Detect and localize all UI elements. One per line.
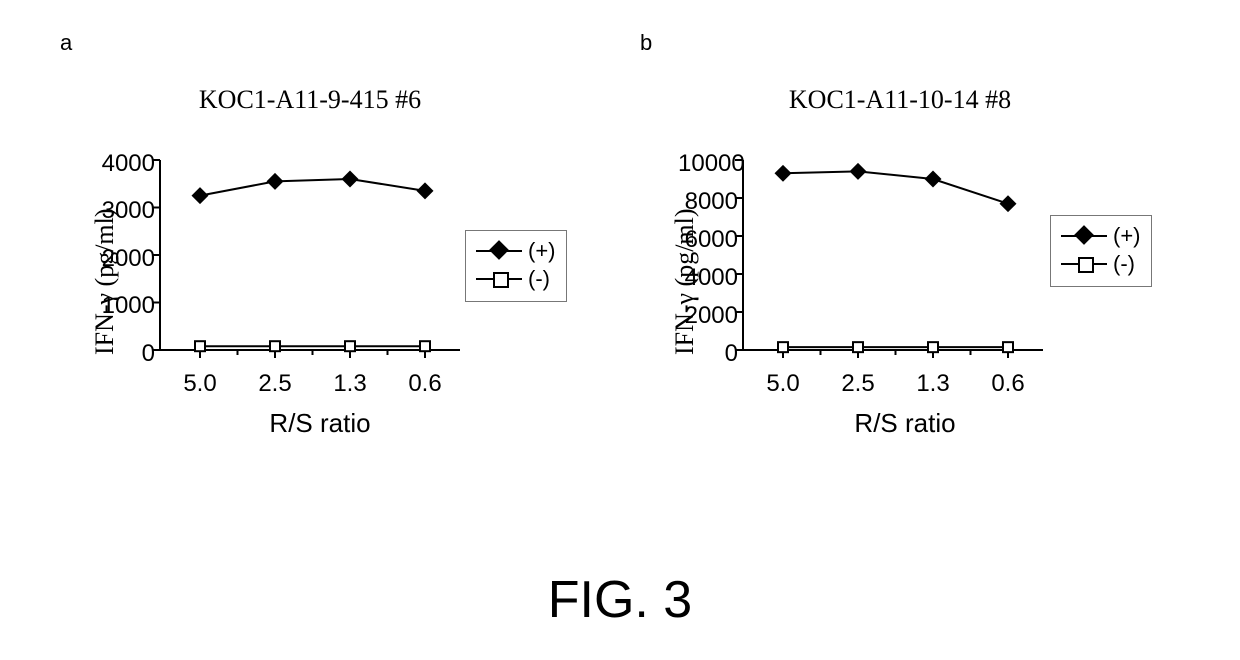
square-open-icon xyxy=(476,269,522,289)
xtick-b-2: 1.3 xyxy=(908,370,958,398)
legend-label-minus-b: (-) xyxy=(1113,251,1135,277)
ytick-a-3: 3000 xyxy=(95,197,155,225)
ytick-b-2: 4000 xyxy=(678,264,738,292)
xtick-a-2: 1.3 xyxy=(325,370,375,398)
ytick-a-1: 1000 xyxy=(95,292,155,320)
xtick-a-1: 2.5 xyxy=(250,370,300,398)
ytick-b-0: 0 xyxy=(678,340,738,368)
legend-label-minus: (-) xyxy=(528,266,550,292)
legend-b: (+) (-) xyxy=(1050,215,1152,287)
legend-a: (+) (-) xyxy=(465,230,567,302)
xtick-b-1: 2.5 xyxy=(833,370,883,398)
legend-label-plus-b: (+) xyxy=(1113,223,1141,249)
ytick-b-1: 2000 xyxy=(678,302,738,330)
diamond-filled-icon xyxy=(1061,226,1107,246)
ytick-b-3: 6000 xyxy=(678,226,738,254)
ytick-a-4: 4000 xyxy=(95,150,155,178)
legend-item-plus-b: (+) xyxy=(1061,222,1141,250)
legend-item-minus: (-) xyxy=(476,265,556,293)
ytick-b-5: 10000 xyxy=(678,150,738,178)
ytick-a-2: 2000 xyxy=(95,245,155,273)
figure-label: FIG. 3 xyxy=(0,570,1240,630)
diamond-filled-icon xyxy=(476,241,522,261)
y-axis-label-a: IFN-γ (pg/ml) xyxy=(90,208,120,355)
square-open-icon xyxy=(1061,254,1107,274)
legend-label-plus: (+) xyxy=(528,238,556,264)
x-axis-label-a: R/S ratio xyxy=(210,408,430,439)
xtick-a-3: 0.6 xyxy=(400,370,450,398)
ytick-b-4: 8000 xyxy=(678,188,738,216)
x-axis-label-b: R/S ratio xyxy=(795,408,1015,439)
xtick-b-0: 5.0 xyxy=(758,370,808,398)
xtick-b-3: 0.6 xyxy=(983,370,1033,398)
legend-item-minus-b: (-) xyxy=(1061,250,1141,278)
legend-item-plus: (+) xyxy=(476,237,556,265)
xtick-a-0: 5.0 xyxy=(175,370,225,398)
ytick-a-0: 0 xyxy=(95,340,155,368)
